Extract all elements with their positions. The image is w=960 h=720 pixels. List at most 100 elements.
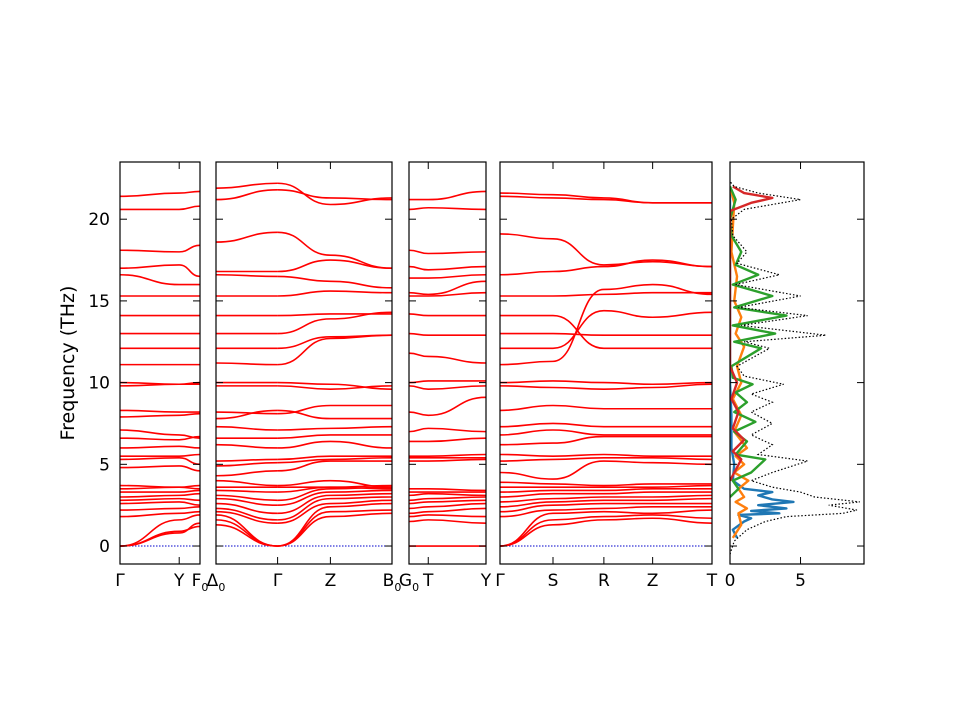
phonon-band [499, 502, 712, 513]
q-point-label: G0 [399, 571, 419, 594]
y-tick-label: 0 [99, 537, 110, 557]
phonon-band [119, 514, 201, 547]
phonon-band [119, 492, 201, 498]
y-axis-title: Frequency (THz) [57, 286, 79, 441]
phonon-band [499, 456, 713, 462]
phonon-band [277, 499, 393, 524]
total-dos-curve [730, 181, 860, 555]
phonon-band [215, 411, 278, 415]
phonon-band [277, 385, 393, 390]
phonon-band [499, 517, 713, 547]
phonon-band [119, 273, 200, 286]
phonon-band [119, 456, 201, 466]
q-point-label: Γ [495, 571, 505, 591]
phonon-band [408, 352, 487, 364]
y-tick-label: 10 [88, 374, 110, 394]
panel-frame [215, 161, 393, 565]
phonon-band [499, 233, 713, 268]
partial-dos-curve [730, 186, 788, 498]
dos-frame [729, 161, 865, 565]
phonon-band [119, 497, 201, 502]
phonon-band [119, 465, 201, 472]
phonon-band [215, 458, 278, 462]
phonon-band [215, 182, 278, 189]
q-point-label: R [598, 571, 610, 591]
band-panel-3: G0 T Y [399, 161, 492, 594]
phonon-band [499, 509, 713, 547]
phonon-band [277, 334, 393, 366]
phonon-band [277, 492, 393, 515]
phonon-band [277, 381, 393, 390]
phonon-band [119, 205, 201, 211]
dos-curves [730, 181, 860, 555]
y-tick-label: 20 [88, 210, 110, 230]
phonon-band [277, 479, 393, 488]
phonon-band [119, 506, 201, 511]
phonon-band [409, 190, 487, 201]
phonon-band [215, 479, 278, 487]
phonon-band [119, 453, 201, 457]
phonon-band [408, 488, 487, 492]
q-point-label: Y [480, 571, 492, 591]
phonon-band [408, 427, 487, 433]
phonon-band [499, 497, 713, 508]
phonon-band [119, 381, 201, 386]
band-panel-1: Γ Y F0 [115, 161, 208, 594]
phonon-band [499, 192, 712, 204]
phonon-band [277, 434, 392, 439]
phonon-band [408, 332, 486, 337]
phonon-band [215, 523, 278, 547]
dos-x-tick-label: 5 [795, 571, 806, 591]
q-point-label: T [706, 571, 718, 591]
y-tick-label: 15 [88, 292, 110, 312]
q-point-label: Z [647, 571, 659, 591]
phonon-band [499, 481, 712, 487]
phonon-band [277, 486, 393, 490]
phonon-band [408, 206, 487, 211]
y-axis-title-group: Frequency (THz) [57, 286, 79, 441]
phonon-band [499, 422, 712, 428]
phonon-band [215, 425, 278, 431]
phonon-band [277, 290, 393, 297]
phonon-band [119, 435, 201, 441]
phonon-band [408, 265, 487, 271]
phonon-band [119, 484, 201, 488]
phonon-band [215, 409, 278, 420]
y-axis-ticks: 0 5 10 15 20 [88, 210, 110, 557]
phonon-band [408, 496, 487, 502]
phonon-band [499, 309, 713, 350]
phonon-band [500, 484, 713, 488]
phonon-band [215, 519, 278, 547]
phonon-band [408, 453, 487, 457]
phonon-band [499, 429, 712, 436]
phonon-band [215, 362, 278, 366]
phonon-band [215, 510, 278, 524]
phonon-band [215, 489, 278, 493]
phonon-band [277, 456, 393, 464]
phonon-band [119, 264, 201, 278]
phonon-band [119, 489, 201, 493]
phonon-band [277, 259, 393, 273]
phonon-band [409, 437, 487, 443]
phonon-band [408, 519, 487, 524]
phonon-band [119, 190, 201, 198]
phonon-band [409, 291, 487, 297]
phonon-band [215, 497, 278, 506]
phonon-band [408, 492, 487, 497]
phonon-band [277, 188, 393, 201]
phonon-band [499, 380, 713, 386]
phonon-band [408, 502, 487, 510]
phonon-band [408, 507, 487, 515]
phonon-band [499, 383, 713, 390]
phonon-band [499, 435, 712, 446]
q-point-label: T [422, 571, 434, 591]
phonon-band [215, 461, 278, 467]
phonon-band [277, 460, 392, 472]
phonon-band [277, 425, 393, 431]
phonon-band [119, 501, 201, 506]
panel-frame [408, 161, 487, 565]
q-point-label: Γ [115, 571, 125, 591]
